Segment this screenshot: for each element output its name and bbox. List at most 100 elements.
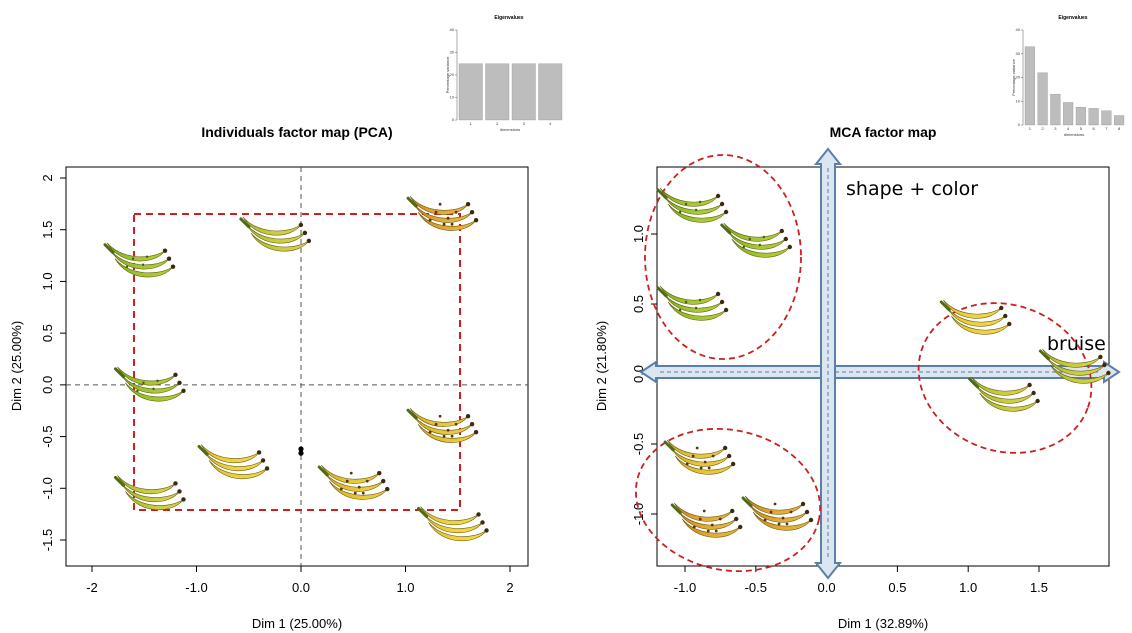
pca-y-label: Dim 2 (25.00%) (9, 321, 24, 411)
banana-bunch-point (670, 502, 743, 538)
pca-x-label: Dim 1 (25.00%) (252, 616, 342, 631)
banana-stem (406, 196, 418, 208)
inset-y-tick-label: 10 (450, 95, 455, 100)
inset-bar (1050, 93, 1061, 126)
banana-tip (181, 497, 186, 502)
cluster-ellipse-spotted (634, 427, 822, 573)
centroid-dot (298, 450, 304, 456)
inset-bar (485, 63, 510, 121)
banana-spot (446, 216, 450, 220)
mca-y-label: Dim 2 (21.80%) (594, 321, 609, 411)
y-tick-label: 0.0 (631, 365, 646, 383)
pca-dashed-box (133, 213, 461, 511)
banana-spot (678, 210, 682, 214)
banana-spot (714, 529, 718, 533)
banana-spot (699, 466, 703, 470)
banana-spot (781, 516, 785, 520)
banana-tip (177, 380, 182, 386)
inset-y-tick-label: 30 (450, 50, 455, 55)
banana-bunch-point (417, 506, 489, 542)
x-tick-label: -1.0 (185, 580, 207, 595)
x-tick-label: 1.0 (959, 580, 977, 595)
banana-spot (685, 462, 689, 466)
banana-spot (361, 491, 365, 495)
inset-bar (1075, 107, 1086, 126)
banana-spot (434, 210, 438, 214)
inset-x-tick-label: 8 (1118, 126, 1121, 131)
banana-tip (162, 248, 168, 253)
banana-spot (698, 298, 702, 302)
inset-bar (1088, 108, 1099, 126)
banana-spot (758, 243, 761, 247)
banana-spot (718, 517, 722, 521)
pca-points (103, 196, 489, 542)
banana-tip (377, 470, 382, 476)
inset-x-tick-label: 1 (1029, 126, 1032, 131)
banana-tip (381, 478, 386, 484)
inset-x-tick-label: 4 (1067, 126, 1070, 131)
banana-spot (345, 479, 349, 483)
banana-tip (726, 453, 732, 459)
banana-tip (173, 481, 178, 486)
banana-tip (476, 512, 481, 517)
mca-cluster-ellipses (634, 154, 1093, 573)
banana-spot (763, 518, 767, 522)
inset-bar (1114, 115, 1125, 126)
annotation-shape-color: shape + color (846, 178, 978, 200)
banana-spot (678, 308, 682, 312)
x-tick-label: 0.0 (818, 580, 836, 595)
banana-finger (666, 439, 726, 459)
banana-spot (692, 525, 696, 529)
inset-x-tick-label: 3 (1054, 126, 1057, 131)
banana-spot (141, 263, 145, 266)
banana-tip (1098, 354, 1103, 360)
banana-tip (783, 236, 788, 242)
banana-spot (454, 210, 458, 214)
inset-bar (1101, 110, 1112, 126)
inset-y-tick-label: 0 (452, 117, 455, 122)
banana-finger (673, 502, 733, 522)
banana-spot (125, 265, 129, 268)
banana-stem (406, 408, 418, 420)
x-tick-label: 0.0 (292, 580, 310, 595)
mca-x-label: Dim 1 (32.89%) (838, 616, 928, 631)
banana-spot (131, 257, 135, 260)
banana-tip (723, 307, 729, 313)
inset-x-tick-label: 5 (1080, 126, 1083, 131)
banana-tip (715, 193, 721, 199)
banana-spot (156, 379, 159, 383)
y-tick-label: 0.0 (40, 376, 55, 394)
banana-spot (706, 529, 710, 533)
inset-title: Eigenvalues (494, 15, 523, 21)
inset-y-tick-label: 30 (1016, 51, 1021, 56)
banana-spot (789, 510, 793, 514)
banana-spot (711, 454, 715, 458)
banana-bunch-point (968, 376, 1040, 412)
banana-spot (698, 200, 702, 204)
banana-spot (438, 202, 442, 206)
banana-spot (707, 466, 711, 470)
banana-tip (787, 244, 792, 250)
banana-tip (484, 528, 489, 533)
banana-spot (428, 430, 432, 434)
banana-finger (744, 495, 804, 515)
banana-tip (1102, 362, 1107, 368)
annotation-bruise: bruise (1047, 333, 1106, 355)
y-tick-label: -1.0 (40, 477, 55, 499)
banana-stem (663, 440, 675, 452)
banana-spot (777, 522, 781, 526)
banana-tip (1003, 313, 1008, 319)
banana-tip (723, 209, 729, 215)
y-tick-label: -0.5 (631, 433, 646, 455)
x-tick-label: 1.5 (1030, 580, 1048, 595)
mca-panel: MCA factor map -1.0 -0.5 0.0 0.5 1.0 1.5 -1.0… (594, 15, 1125, 631)
banana-tip (473, 430, 479, 435)
banana-finger (659, 285, 719, 305)
banana-tip (800, 501, 806, 507)
banana-tip (719, 201, 725, 207)
banana-stem (741, 496, 753, 508)
banana-finger (117, 475, 176, 495)
inset-y-tick-label: 10 (1016, 98, 1021, 103)
banana-tip (1106, 370, 1111, 376)
